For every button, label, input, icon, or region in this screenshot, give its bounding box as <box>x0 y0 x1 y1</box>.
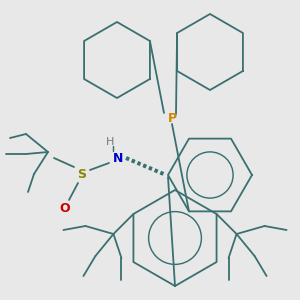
Text: S: S <box>77 169 86 182</box>
Text: N: N <box>113 152 123 164</box>
Text: P: P <box>167 112 177 124</box>
Text: O: O <box>60 202 70 214</box>
Text: H: H <box>106 137 114 147</box>
